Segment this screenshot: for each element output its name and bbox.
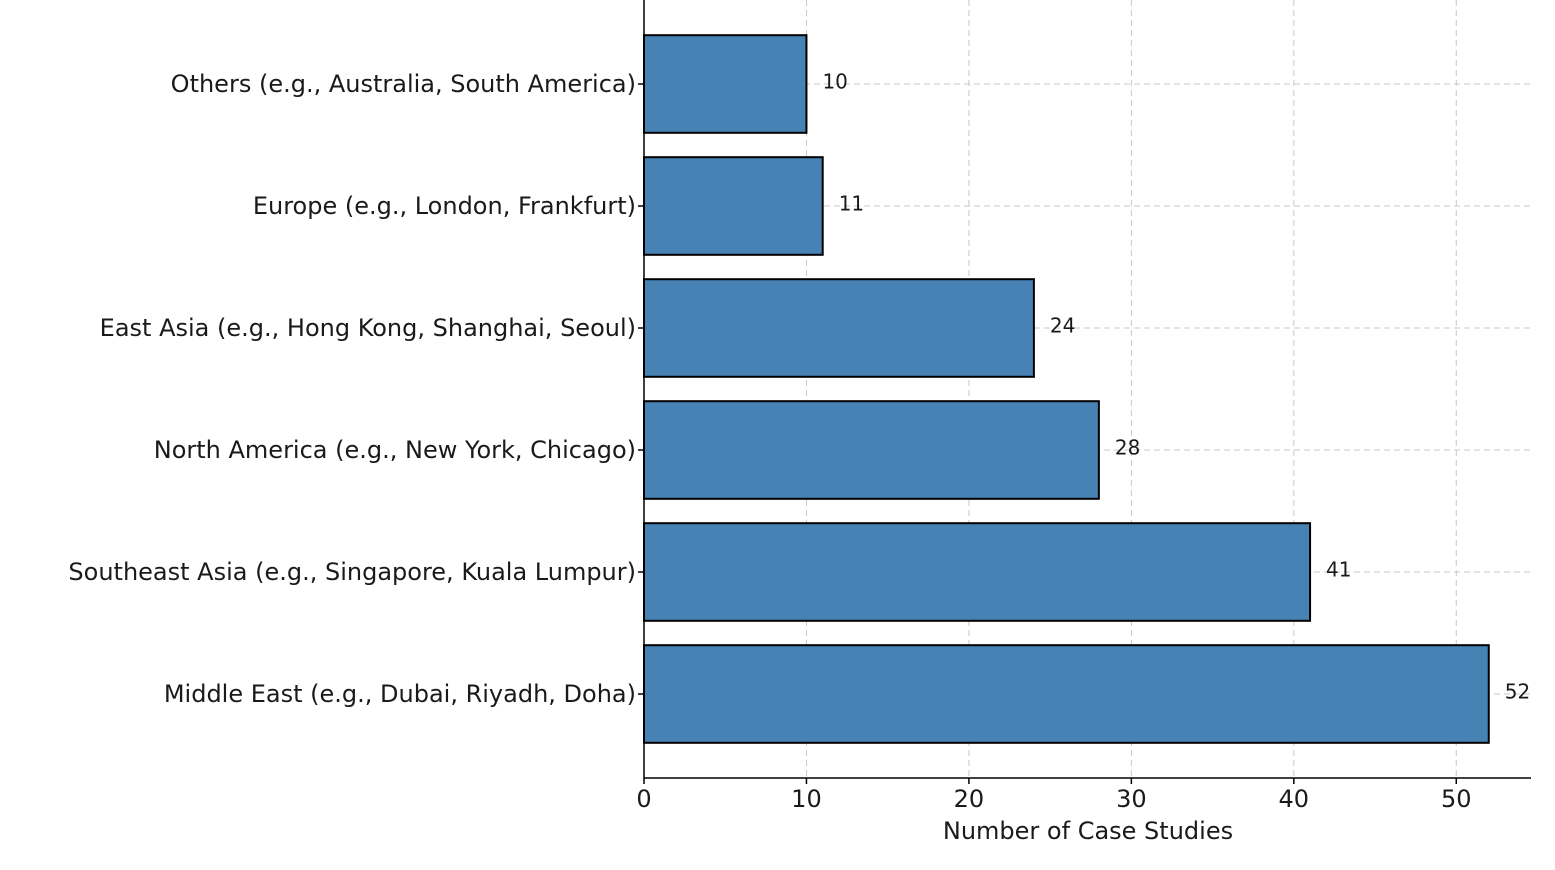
y-tick-label: Europe (e.g., London, Frankfurt) [253, 192, 636, 220]
x-axis-label: Number of Case Studies [943, 817, 1233, 845]
y-tick-label: East Asia (e.g., Hong Kong, Shanghai, Se… [100, 314, 636, 342]
x-tick-label: 30 [1116, 785, 1147, 813]
x-tick-label: 20 [954, 785, 985, 813]
bar [643, 522, 1312, 622]
value-label: 11 [839, 192, 864, 216]
bar [643, 644, 1490, 744]
y-tick-label: North America (e.g., New York, Chicago) [154, 436, 636, 464]
value-label: 10 [822, 70, 847, 94]
bar [643, 400, 1100, 500]
y-tick-label: Others (e.g., Australia, South America) [171, 70, 636, 98]
y-tick-label: Southeast Asia (e.g., Singapore, Kuala L… [68, 558, 636, 586]
x-tick-label: 50 [1441, 785, 1472, 813]
bar [643, 34, 808, 134]
bar [643, 278, 1035, 378]
y-tick-label: Middle East (e.g., Dubai, Riyadh, Doha) [164, 680, 636, 708]
value-label: 52 [1505, 680, 1530, 704]
x-tick-label: 40 [1279, 785, 1310, 813]
value-label: 24 [1050, 314, 1075, 338]
x-tick-label: 10 [791, 785, 822, 813]
value-label: 28 [1115, 436, 1140, 460]
value-label: 41 [1326, 558, 1351, 582]
x-tick-label: 0 [636, 785, 651, 813]
bar [643, 156, 824, 256]
